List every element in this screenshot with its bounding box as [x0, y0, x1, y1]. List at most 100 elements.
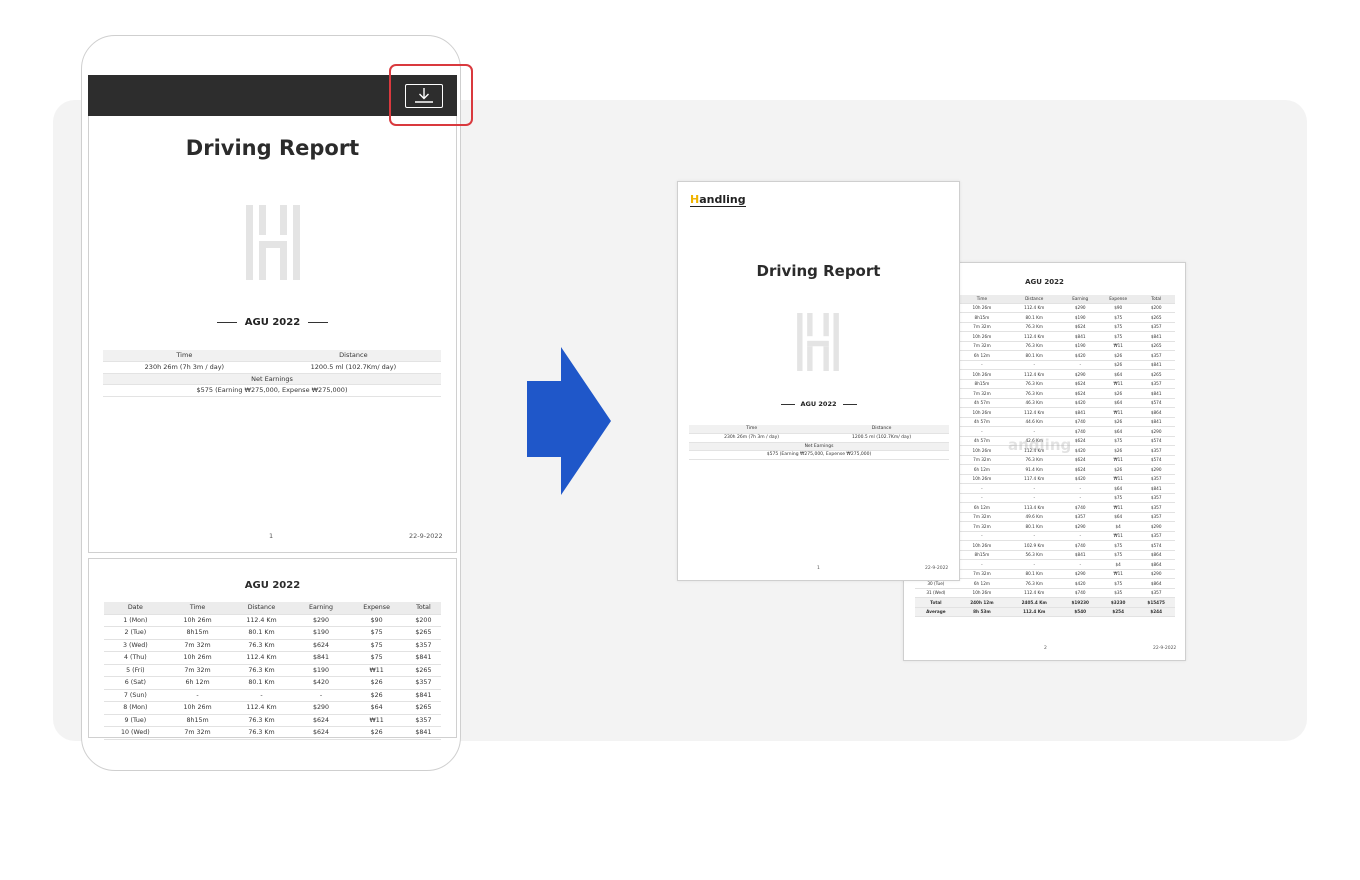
table-cell: $357: [405, 714, 441, 727]
table-cell: $624: [1061, 379, 1100, 389]
column-header: Time: [166, 602, 229, 615]
table-cell: $265: [1137, 341, 1175, 351]
table-cell: Total: [915, 597, 957, 608]
table-cell: $244: [1137, 607, 1175, 617]
table-cell: $357: [1061, 512, 1100, 522]
table-cell: 8h15m: [166, 626, 229, 640]
table-cell: 112.4 Km: [1007, 607, 1062, 617]
table-cell: $624: [1061, 436, 1100, 446]
table-cell: $64: [1099, 369, 1138, 380]
page-date: 22-9-2022: [409, 532, 443, 540]
table-cell: ₩11: [1099, 569, 1138, 579]
table-cell: $290: [1137, 521, 1175, 532]
table-cell: 91.4 Km: [1007, 464, 1062, 475]
table-cell: -: [1061, 360, 1100, 370]
table-cell: $190: [294, 664, 348, 677]
table-cell: $4: [1099, 521, 1138, 532]
table-cell: 7m 32m: [956, 341, 1008, 351]
table-cell: $26: [347, 689, 406, 702]
table-row: 1 (Mon) 10h 26m 112.4 Km $290 $90 $200: [104, 614, 441, 627]
table-cell: $19230: [1061, 597, 1100, 608]
table-cell: 112.4 Km: [228, 614, 295, 627]
month-heading: AGU 2022: [244, 580, 301, 591]
table-cell: 4h 57m: [956, 436, 1008, 446]
table-cell: 30 (Tue): [915, 578, 957, 589]
table-cell: $200: [1137, 303, 1175, 313]
table-cell: $15475: [1137, 597, 1175, 608]
table-cell: $90: [347, 614, 406, 627]
month-heading: AGU 2022: [678, 400, 959, 408]
total-row: Average 8h 53m 112.4 Km $540 $254 $244: [915, 607, 1175, 617]
table-cell: $740: [1061, 588, 1100, 598]
column-header: Expense: [347, 602, 406, 615]
table-cell: Average: [915, 607, 957, 617]
table-cell: 76.3 Km: [228, 714, 295, 727]
table-cell: $841: [1137, 417, 1175, 427]
table-cell: $190: [1061, 341, 1100, 351]
table-cell: $841: [294, 651, 348, 665]
download-button[interactable]: [405, 84, 443, 108]
table-cell: $64: [1099, 426, 1138, 437]
table-cell: $357: [1137, 379, 1175, 389]
table-cell: $290: [1137, 426, 1175, 437]
column-header: Total: [405, 602, 441, 615]
report-title: Driving Report: [185, 136, 360, 160]
table-cell: 42.6 Km: [1007, 436, 1062, 446]
table-cell: -: [956, 483, 1008, 494]
table-cell: 10h 26m: [166, 651, 229, 665]
table-cell: $357: [1137, 493, 1175, 503]
table-cell: 6 (Sat): [104, 676, 167, 690]
table-cell: 7 (Sun): [104, 689, 167, 702]
table-cell: $740: [1061, 426, 1100, 437]
month-heading: AGU 2022: [89, 317, 456, 328]
table-cell: -: [1061, 559, 1100, 570]
table-cell: $64: [1099, 483, 1138, 494]
table-cell: 8h15m: [956, 312, 1008, 323]
page-date: 22-9-2022: [925, 566, 949, 571]
table-cell: 8 (Mon): [104, 701, 167, 715]
table-cell: $740: [1061, 502, 1100, 513]
daily-table: Date Time Distance Earning Expense Total 1 (M…: [104, 602, 441, 740]
table-cell: 4h 57m: [956, 398, 1008, 408]
column-header: Total: [1137, 295, 1175, 304]
table-cell: $265: [405, 701, 441, 715]
table-cell: 7m 32m: [956, 388, 1008, 399]
table-cell: 8h15m: [166, 714, 229, 727]
table-cell: 8h 53m: [956, 607, 1008, 617]
table-cell: 6h 12m: [956, 502, 1008, 513]
table-cell: 240h 12m: [956, 597, 1008, 608]
table-row: 2 (Tue) 8h15m 80.1 Km $190 $75 $265: [104, 626, 441, 640]
table-cell: $624: [294, 639, 348, 652]
table-cell: $254: [1099, 607, 1138, 617]
table-cell: 76.3 Km: [1007, 388, 1062, 399]
table-cell: 10 (Wed): [104, 726, 167, 740]
column-header: Earning: [1061, 295, 1100, 304]
table-cell: ₩11: [1099, 407, 1138, 418]
table-row: 6 (Sat) 6h 12m 80.1 Km $420 $26 $357: [104, 676, 441, 690]
table-cell: -: [956, 493, 1008, 503]
table-cell: 7m 32m: [956, 512, 1008, 522]
table-cell: -: [1007, 426, 1062, 437]
table-cell: 10h 26m: [956, 474, 1008, 484]
table-cell: 112.4 Km: [228, 651, 295, 665]
table-cell: ₩11: [1099, 502, 1138, 513]
column-header: Date: [104, 602, 167, 615]
table-cell: -: [956, 531, 1008, 541]
column-header: Time: [956, 295, 1008, 304]
table-cell: 10h 26m: [956, 369, 1008, 380]
table-cell: $357: [1137, 512, 1175, 522]
table-cell: $864: [1137, 578, 1175, 589]
table-cell: $26: [1099, 445, 1138, 456]
page-number: 2: [1044, 646, 1047, 651]
table-cell: $26: [1099, 350, 1138, 361]
table-cell: 4h 57m: [956, 417, 1008, 427]
table-cell: 7m 32m: [166, 664, 229, 677]
table-cell: $841: [405, 651, 441, 665]
table-cell: $540: [1061, 607, 1100, 617]
table-cell: -: [166, 689, 229, 702]
table-cell: 8h15m: [956, 550, 1008, 560]
table-cell: ₩11: [1099, 455, 1138, 465]
table-row: 9 (Tue) 8h15m 76.3 Km $624 ₩11 $357: [104, 714, 441, 727]
report-page-1: Driving Report AGU 2022 Time Distance 230…: [88, 116, 457, 553]
table-cell: $190: [1061, 312, 1100, 323]
